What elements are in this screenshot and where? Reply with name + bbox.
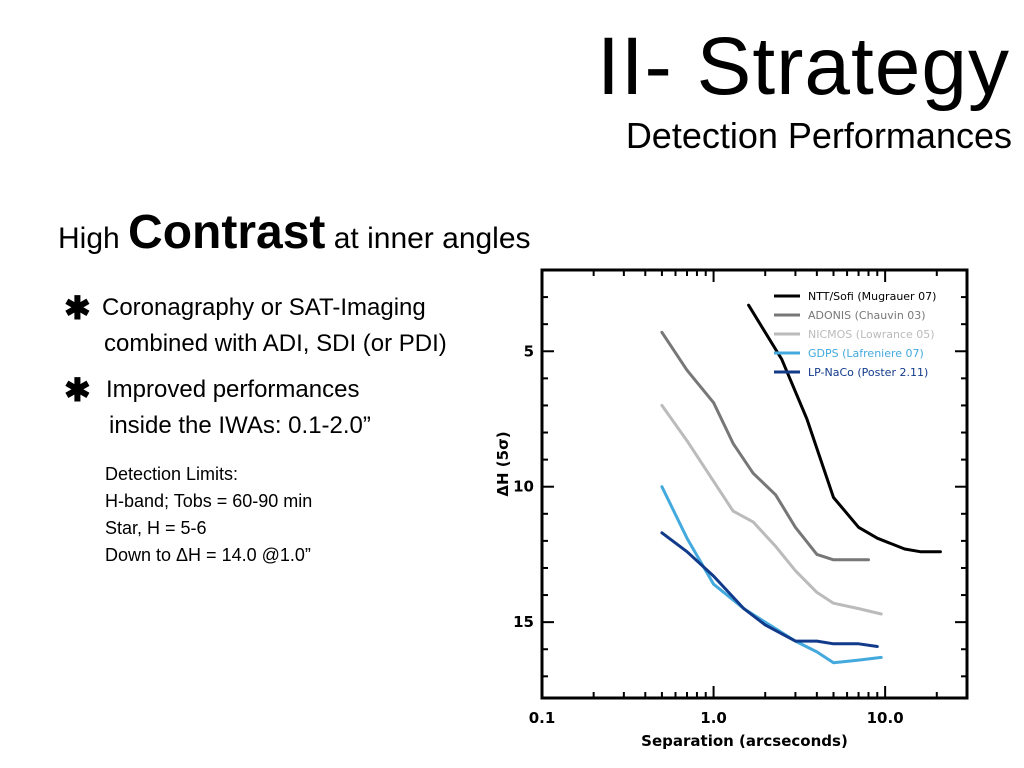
bullet-item: ✱ Coronagraphy or SAT-Imaging combined w… [64,290,447,362]
legend-label: NICMOS (Lowrance 05) [808,328,935,341]
series-line [660,531,879,648]
x-tick-label: 10.0 [867,709,904,727]
note-line: Detection Limits: [105,464,239,484]
headline-emphasis: Contrast [128,206,326,259]
bullet-text: Coronagraphy or SAT-Imaging [102,294,426,321]
legend-label: LP-NaCo (Poster 2.11) [808,366,928,379]
asterisk-icon: ✱ [64,372,91,408]
slide-title: II- Strategy [596,21,1010,112]
headline-pre: High [58,222,120,255]
detection-notes: Detection Limits: H-band; Tobs = 60-90 m… [105,461,312,569]
contrast-chart: 0.1 1.0 10.0 5 10 15 Separation (arcseconds) ΔH… [494,268,969,750]
y-axis-title: ΔH (5σ) [494,431,512,496]
legend-label: GDPS (Lafreniere 07) [808,347,924,360]
headline: High Contrast at inner angles [58,198,531,274]
y-tick-label: 15 [513,613,534,631]
series-line [660,330,870,562]
x-axis-title: Separation (arcseconds) [641,732,848,750]
bullet-text: Improved performances [106,376,360,403]
bullet-text: inside the IWAs: 0.1-2.0” [109,412,371,439]
slide-subtitle: Detection Performances [625,115,1012,156]
bullet-item: ✱ Improved performances inside the IWAs:… [64,372,371,444]
x-tick-label: 0.1 [529,709,556,727]
note-line: Star, H = 5-6 [105,518,207,538]
y-tick-label: 5 [524,342,534,360]
note-line: Down to ΔH = 14.0 @1.0” [105,545,311,565]
asterisk-icon: ✱ [64,290,91,326]
bullet-text: combined with ADI, SDI (or PDI) [104,330,447,357]
y-tick-label: 10 [513,478,534,496]
legend-label: NTT/Sofi (Mugrauer 07) [808,290,936,303]
headline-post: at inner angles [333,222,531,255]
note-line: H-band; Tobs = 60-90 min [105,491,313,511]
x-tick-label: 1.0 [700,709,727,727]
series-line [747,303,942,554]
legend-label: ADONIS (Chauvin 03) [808,309,926,322]
plot-frame [540,268,969,700]
series-line [660,403,883,616]
